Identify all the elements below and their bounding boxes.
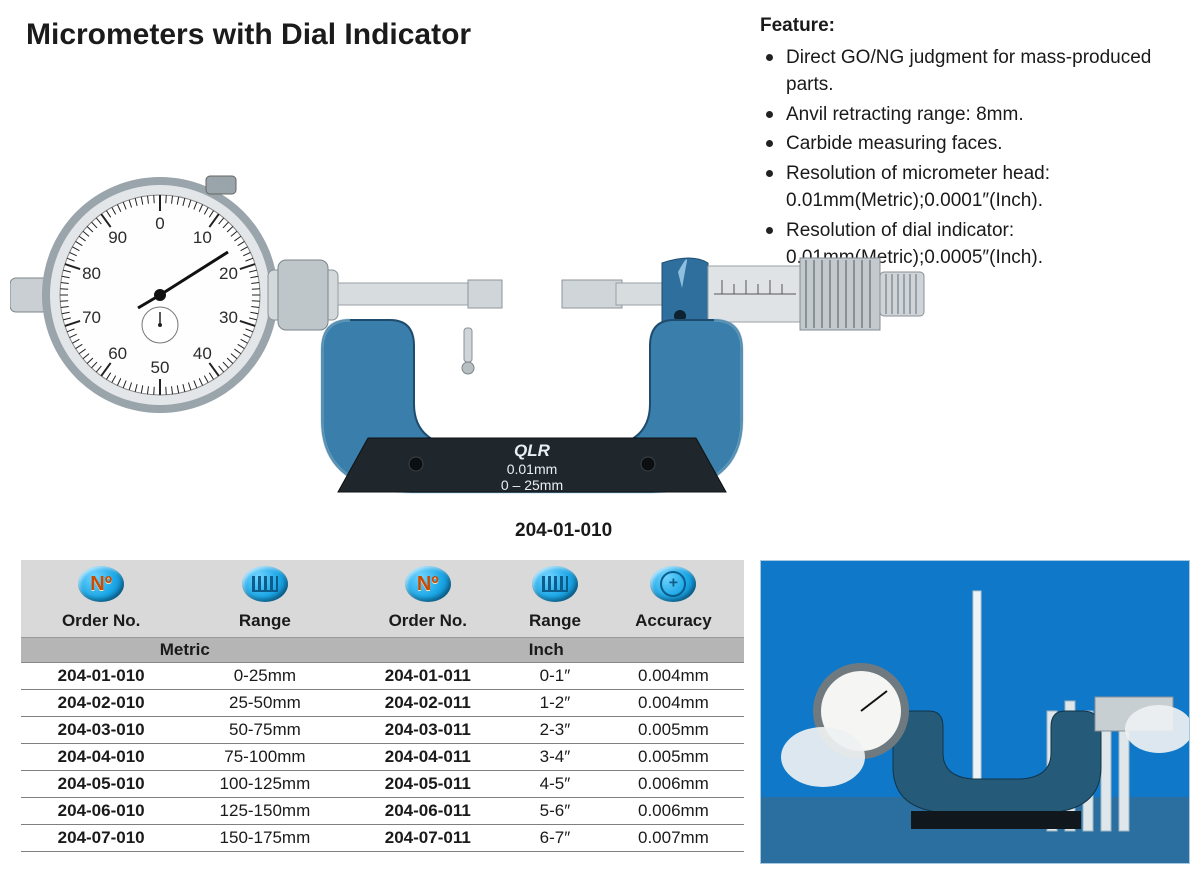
table-icon-row [21, 560, 744, 609]
table-row: 204-07-010150-175mm204-07-0116-7″0.007mm [21, 825, 744, 852]
table-row: 204-04-01075-100mm204-04-0113-4″0.005mm [21, 744, 744, 771]
svg-text:80: 80 [82, 264, 101, 283]
cell-inch-order: 204-03-011 [349, 717, 508, 744]
cell-inch-order: 204-04-011 [349, 744, 508, 771]
cell-inch-range: 3-4″ [507, 744, 603, 771]
table-row: 204-01-0100-25mm204-01-0110-1″0.004mm [21, 663, 744, 690]
cell-metric-order: 204-04-010 [21, 744, 181, 771]
product-illustration: 0 10 20 30 40 50 60 70 80 90 [10, 120, 950, 500]
table-unit-row: Metric Inch [21, 638, 744, 663]
cell-accuracy: 0.004mm [603, 663, 744, 690]
col-header: Accuracy [603, 609, 744, 638]
svg-text:40: 40 [193, 344, 212, 363]
cell-inch-order: 204-01-011 [349, 663, 508, 690]
range-icon [532, 566, 578, 602]
cell-metric-order: 204-01-010 [21, 663, 181, 690]
accuracy-icon [650, 566, 696, 602]
cell-metric-range: 150-175mm [181, 825, 348, 852]
cell-metric-range: 125-150mm [181, 798, 348, 825]
cell-accuracy: 0.006mm [603, 798, 744, 825]
cell-metric-order: 204-03-010 [21, 717, 181, 744]
cell-inch-order: 204-05-011 [349, 771, 508, 798]
feature-item: Direct GO/NG judgment for mass-produced … [762, 44, 1190, 99]
svg-text:10: 10 [193, 228, 212, 247]
col-header: Range [181, 609, 348, 638]
svg-text:20: 20 [219, 264, 238, 283]
cell-metric-range: 0-25mm [181, 663, 348, 690]
unit-header-metric: Metric [21, 638, 349, 663]
model-caption: 204-01-010 [515, 520, 612, 542]
cell-metric-order: 204-07-010 [21, 825, 181, 852]
cell-accuracy: 0.007mm [603, 825, 744, 852]
cell-inch-range: 4-5″ [507, 771, 603, 798]
brand-label: QLR [514, 441, 551, 460]
table-row: 204-06-010125-150mm204-06-0115-6″0.006mm [21, 798, 744, 825]
svg-text:60: 60 [108, 344, 127, 363]
svg-text:30: 30 [219, 308, 238, 327]
cell-metric-order: 204-02-010 [21, 690, 181, 717]
svg-text:50: 50 [151, 358, 170, 377]
cell-metric-range: 75-100mm [181, 744, 348, 771]
order-no-icon [78, 566, 124, 602]
order-no-icon [405, 566, 451, 602]
cell-metric-order: 204-06-010 [21, 798, 181, 825]
col-header: Order No. [349, 609, 508, 638]
range-label: 0 – 25mm [501, 477, 563, 493]
table-header-row: Order No. Range Order No. Range Accuracy [21, 609, 744, 638]
page-title: Micrometers with Dial Indicator [26, 18, 471, 52]
svg-text:90: 90 [108, 228, 127, 247]
cell-metric-range: 100-125mm [181, 771, 348, 798]
cell-inch-order: 204-07-011 [349, 825, 508, 852]
table-row: 204-03-01050-75mm204-03-0112-3″0.005mm [21, 717, 744, 744]
svg-text:70: 70 [82, 308, 101, 327]
cell-inch-range: 1-2″ [507, 690, 603, 717]
unit-header-inch: Inch [349, 638, 745, 663]
col-header: Order No. [21, 609, 181, 638]
cell-inch-range: 6-7″ [507, 825, 603, 852]
table-row: 204-05-010100-125mm204-05-0114-5″0.006mm [21, 771, 744, 798]
cell-metric-range: 25-50mm [181, 690, 348, 717]
feature-heading: Feature: [760, 12, 1190, 40]
table-row: 204-02-01025-50mm204-02-0111-2″0.004mm [21, 690, 744, 717]
cell-metric-range: 50-75mm [181, 717, 348, 744]
range-icon [242, 566, 288, 602]
cell-accuracy: 0.006mm [603, 771, 744, 798]
svg-text:0: 0 [155, 214, 164, 233]
resolution-label: 0.01mm [507, 461, 558, 477]
cell-accuracy: 0.005mm [603, 717, 744, 744]
application-photo [760, 560, 1190, 864]
cell-inch-range: 5-6″ [507, 798, 603, 825]
cell-metric-order: 204-05-010 [21, 771, 181, 798]
cell-accuracy: 0.005mm [603, 744, 744, 771]
cell-accuracy: 0.004mm [603, 690, 744, 717]
cell-inch-range: 0-1″ [507, 663, 603, 690]
cell-inch-order: 204-06-011 [349, 798, 508, 825]
cell-inch-range: 2-3″ [507, 717, 603, 744]
cell-inch-order: 204-02-011 [349, 690, 508, 717]
col-header: Range [507, 609, 603, 638]
spec-table: Order No. Range Order No. Range Accuracy… [21, 560, 744, 852]
